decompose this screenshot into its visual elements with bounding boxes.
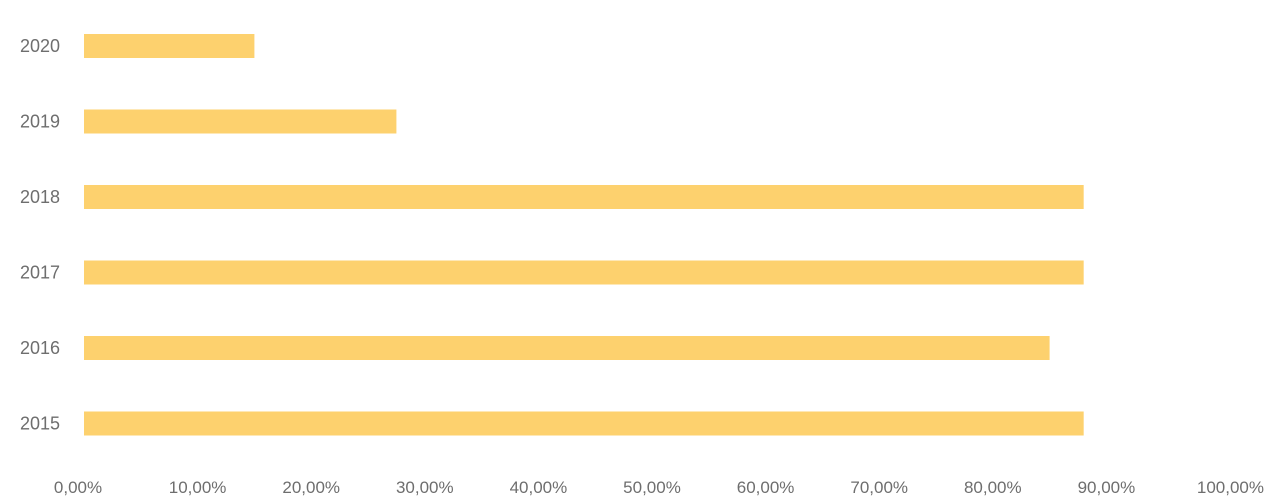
x-tick-label: 70,00% (850, 478, 908, 497)
x-tick-label: 0,00% (54, 478, 102, 497)
x-tick-label: 50,00% (623, 478, 681, 497)
category-labels: 2020 2019 2018 2017 2016 2015 (20, 36, 60, 434)
category-label-2017: 2017 (20, 263, 60, 283)
x-tick-label: 10,00% (169, 478, 227, 497)
x-tick-label: 40,00% (510, 478, 568, 497)
bar-2020 (84, 34, 255, 58)
bars (84, 34, 1084, 436)
category-label-2015: 2015 (20, 414, 60, 434)
bar-2019 (84, 109, 397, 134)
x-tick-label: 90,00% (1078, 478, 1136, 497)
bar-2016 (84, 336, 1050, 360)
x-tick-label: 30,00% (396, 478, 454, 497)
x-tick-label: 80,00% (964, 478, 1022, 497)
x-tick-label: 100,00% (1197, 478, 1264, 497)
category-label-2020: 2020 (20, 36, 60, 56)
x-tick-label: 60,00% (737, 478, 795, 497)
category-label-2018: 2018 (20, 187, 60, 207)
bar-2018 (84, 185, 1084, 209)
x-tick-label: 20,00% (282, 478, 340, 497)
x-tick-labels: 0,00% 10,00% 20,00% 30,00% 40,00% 50,00% 60,00… (54, 478, 1264, 497)
category-label-2016: 2016 (20, 338, 60, 358)
bar-2017 (84, 260, 1084, 285)
bar-2015 (84, 411, 1084, 436)
category-label-2019: 2019 (20, 112, 60, 132)
